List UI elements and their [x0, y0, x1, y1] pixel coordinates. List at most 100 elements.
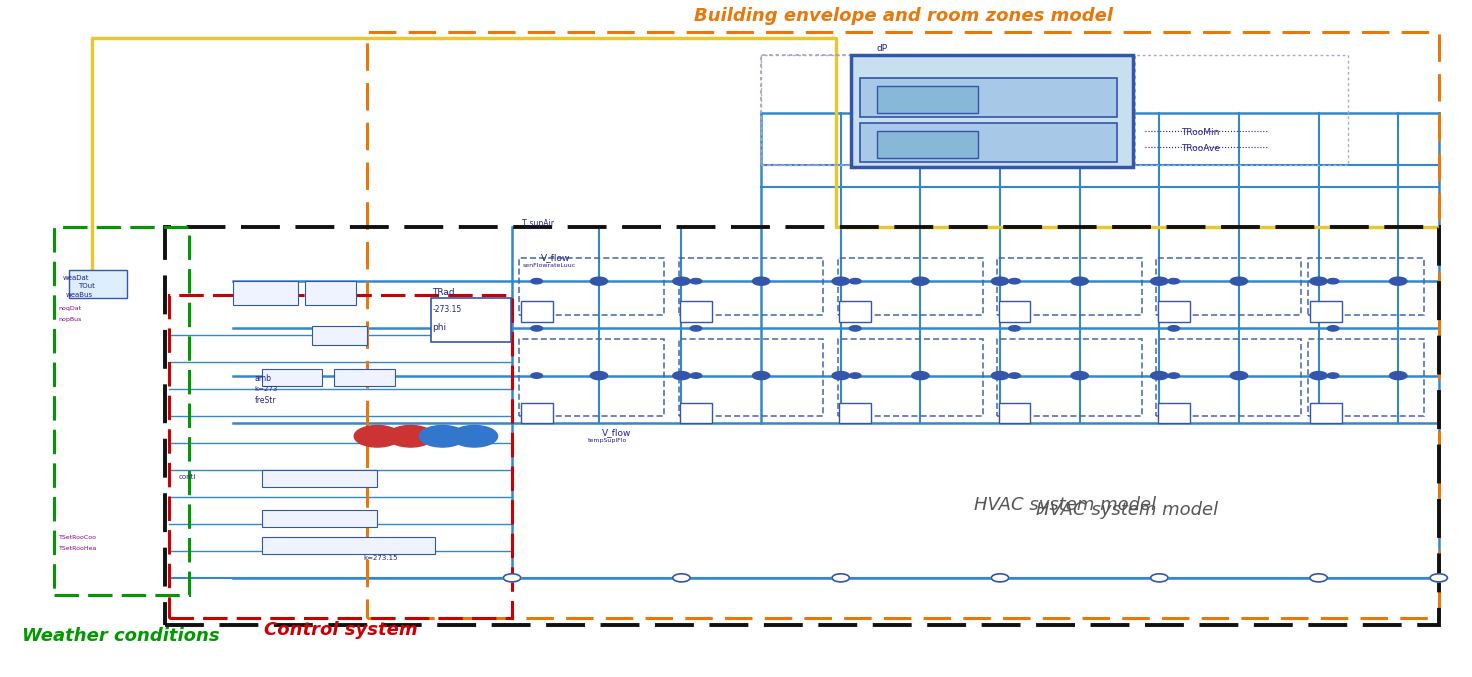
Circle shape — [673, 574, 690, 582]
Bar — [54, 227, 188, 594]
Circle shape — [911, 277, 929, 285]
Text: phi: phi — [433, 322, 446, 332]
Bar — [839, 301, 871, 322]
Bar — [69, 269, 127, 298]
Bar — [334, 369, 394, 386]
Circle shape — [1167, 278, 1179, 284]
Circle shape — [590, 372, 608, 380]
Circle shape — [991, 372, 1008, 380]
Text: senFlowrateLuuc: senFlowrateLuuc — [523, 263, 576, 268]
Circle shape — [1231, 277, 1248, 285]
Circle shape — [1151, 372, 1167, 380]
Bar — [851, 56, 1133, 167]
Bar — [860, 79, 1117, 117]
Text: T_supAir: T_supAir — [523, 219, 555, 228]
Circle shape — [531, 278, 543, 284]
Circle shape — [1167, 373, 1179, 378]
Bar — [169, 294, 512, 618]
Bar — [860, 123, 1117, 162]
Bar — [262, 538, 436, 554]
Bar — [998, 403, 1030, 422]
Bar — [165, 227, 1438, 625]
Circle shape — [1390, 277, 1407, 285]
Bar — [1310, 301, 1342, 322]
Bar — [877, 131, 979, 158]
Bar — [761, 56, 1135, 165]
Circle shape — [1151, 574, 1167, 582]
Bar — [1158, 403, 1189, 422]
Bar — [997, 257, 1142, 315]
Bar — [262, 510, 377, 527]
Bar — [680, 403, 712, 422]
Bar — [521, 403, 552, 422]
Bar — [1157, 257, 1301, 315]
Circle shape — [387, 425, 434, 447]
Text: V_flow: V_flow — [542, 253, 570, 262]
Bar — [520, 338, 664, 416]
Bar — [680, 301, 712, 322]
Bar — [838, 257, 983, 315]
Text: freStr: freStr — [255, 396, 275, 405]
Text: Control system: Control system — [265, 621, 418, 638]
Circle shape — [1310, 372, 1328, 380]
Text: nopBus: nopBus — [59, 317, 82, 322]
Text: TRooMin: TRooMin — [1181, 129, 1219, 137]
Bar — [520, 257, 664, 315]
Circle shape — [452, 425, 498, 447]
Text: conti: conti — [180, 474, 196, 480]
Bar — [679, 338, 823, 416]
Text: TRooAve: TRooAve — [1181, 144, 1220, 153]
Text: Weather conditions: Weather conditions — [22, 628, 219, 645]
Circle shape — [991, 574, 1008, 582]
Circle shape — [420, 425, 465, 447]
Text: TOut: TOut — [78, 283, 94, 289]
Text: Building envelope and room zones model: Building envelope and room zones model — [693, 7, 1113, 25]
Text: tempSuplFlo: tempSuplFlo — [587, 439, 627, 443]
Circle shape — [1231, 372, 1248, 380]
Circle shape — [1008, 326, 1020, 331]
Circle shape — [1328, 373, 1340, 378]
Circle shape — [1310, 574, 1328, 582]
Text: TSetRooHea: TSetRooHea — [59, 546, 97, 551]
Bar — [839, 403, 871, 422]
Text: TRad: TRad — [433, 288, 455, 297]
Circle shape — [690, 326, 702, 331]
Bar — [838, 338, 983, 416]
Text: HVAC system model: HVAC system model — [1036, 502, 1219, 519]
Circle shape — [991, 277, 1008, 285]
Bar — [1157, 338, 1301, 416]
Text: weaDat: weaDat — [63, 275, 90, 281]
Bar — [262, 369, 322, 386]
Circle shape — [1310, 277, 1328, 285]
Circle shape — [911, 372, 929, 380]
Bar — [312, 326, 367, 345]
Bar — [877, 87, 979, 113]
Bar — [1309, 257, 1425, 315]
Circle shape — [1431, 574, 1447, 582]
Bar — [521, 301, 552, 322]
Bar — [233, 281, 297, 305]
Circle shape — [849, 326, 861, 331]
Circle shape — [673, 372, 690, 380]
Text: V_flow: V_flow — [602, 429, 631, 437]
Circle shape — [531, 326, 543, 331]
Bar — [305, 281, 356, 305]
Circle shape — [1390, 372, 1407, 380]
Circle shape — [1328, 278, 1340, 284]
Circle shape — [590, 277, 608, 285]
Circle shape — [1151, 277, 1167, 285]
Circle shape — [690, 373, 702, 378]
Circle shape — [1008, 373, 1020, 378]
Text: dP: dP — [877, 44, 888, 53]
Bar — [1158, 301, 1189, 322]
Circle shape — [752, 277, 770, 285]
Circle shape — [1167, 326, 1179, 331]
Text: amb: amb — [255, 374, 271, 383]
Text: k=273.15: k=273.15 — [364, 554, 397, 561]
Circle shape — [531, 373, 543, 378]
Text: weaBus: weaBus — [66, 292, 93, 299]
Bar — [1310, 403, 1342, 422]
Circle shape — [1008, 278, 1020, 284]
Circle shape — [673, 277, 690, 285]
Circle shape — [1328, 326, 1340, 331]
